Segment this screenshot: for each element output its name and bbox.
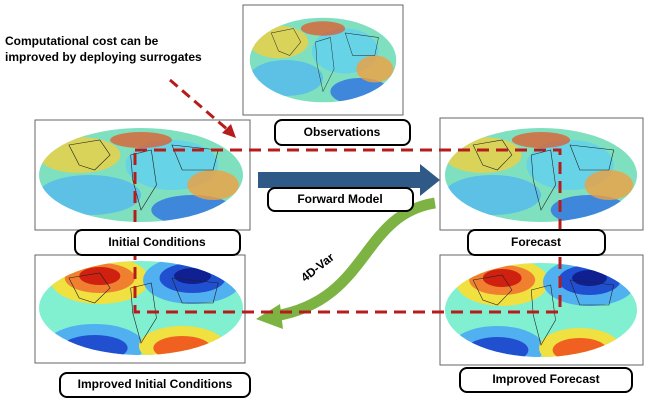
label-box (267, 187, 414, 212)
label-box (467, 229, 606, 256)
annotation-line: improved by deploying surrogates (5, 50, 202, 64)
edge-label: 4D-Var (298, 250, 337, 285)
label-box (459, 367, 633, 393)
node-label: Forecast (511, 235, 561, 249)
edge-label: Forward Model (297, 192, 382, 206)
annotation-line: Computational cost can be (5, 34, 159, 48)
node-label: Improved Initial Conditions (78, 377, 233, 391)
label-box (274, 119, 411, 146)
annotation-arrow (169, 78, 229, 132)
annotation-arrowhead (222, 124, 236, 138)
node-label: Observations (304, 125, 381, 139)
var-arrowhead (256, 304, 283, 329)
node-label: Initial Conditions (108, 235, 206, 249)
label-box (74, 229, 241, 256)
label-box (59, 372, 251, 398)
node-label: Improved Forecast (492, 372, 599, 386)
var-arrow (274, 197, 437, 322)
